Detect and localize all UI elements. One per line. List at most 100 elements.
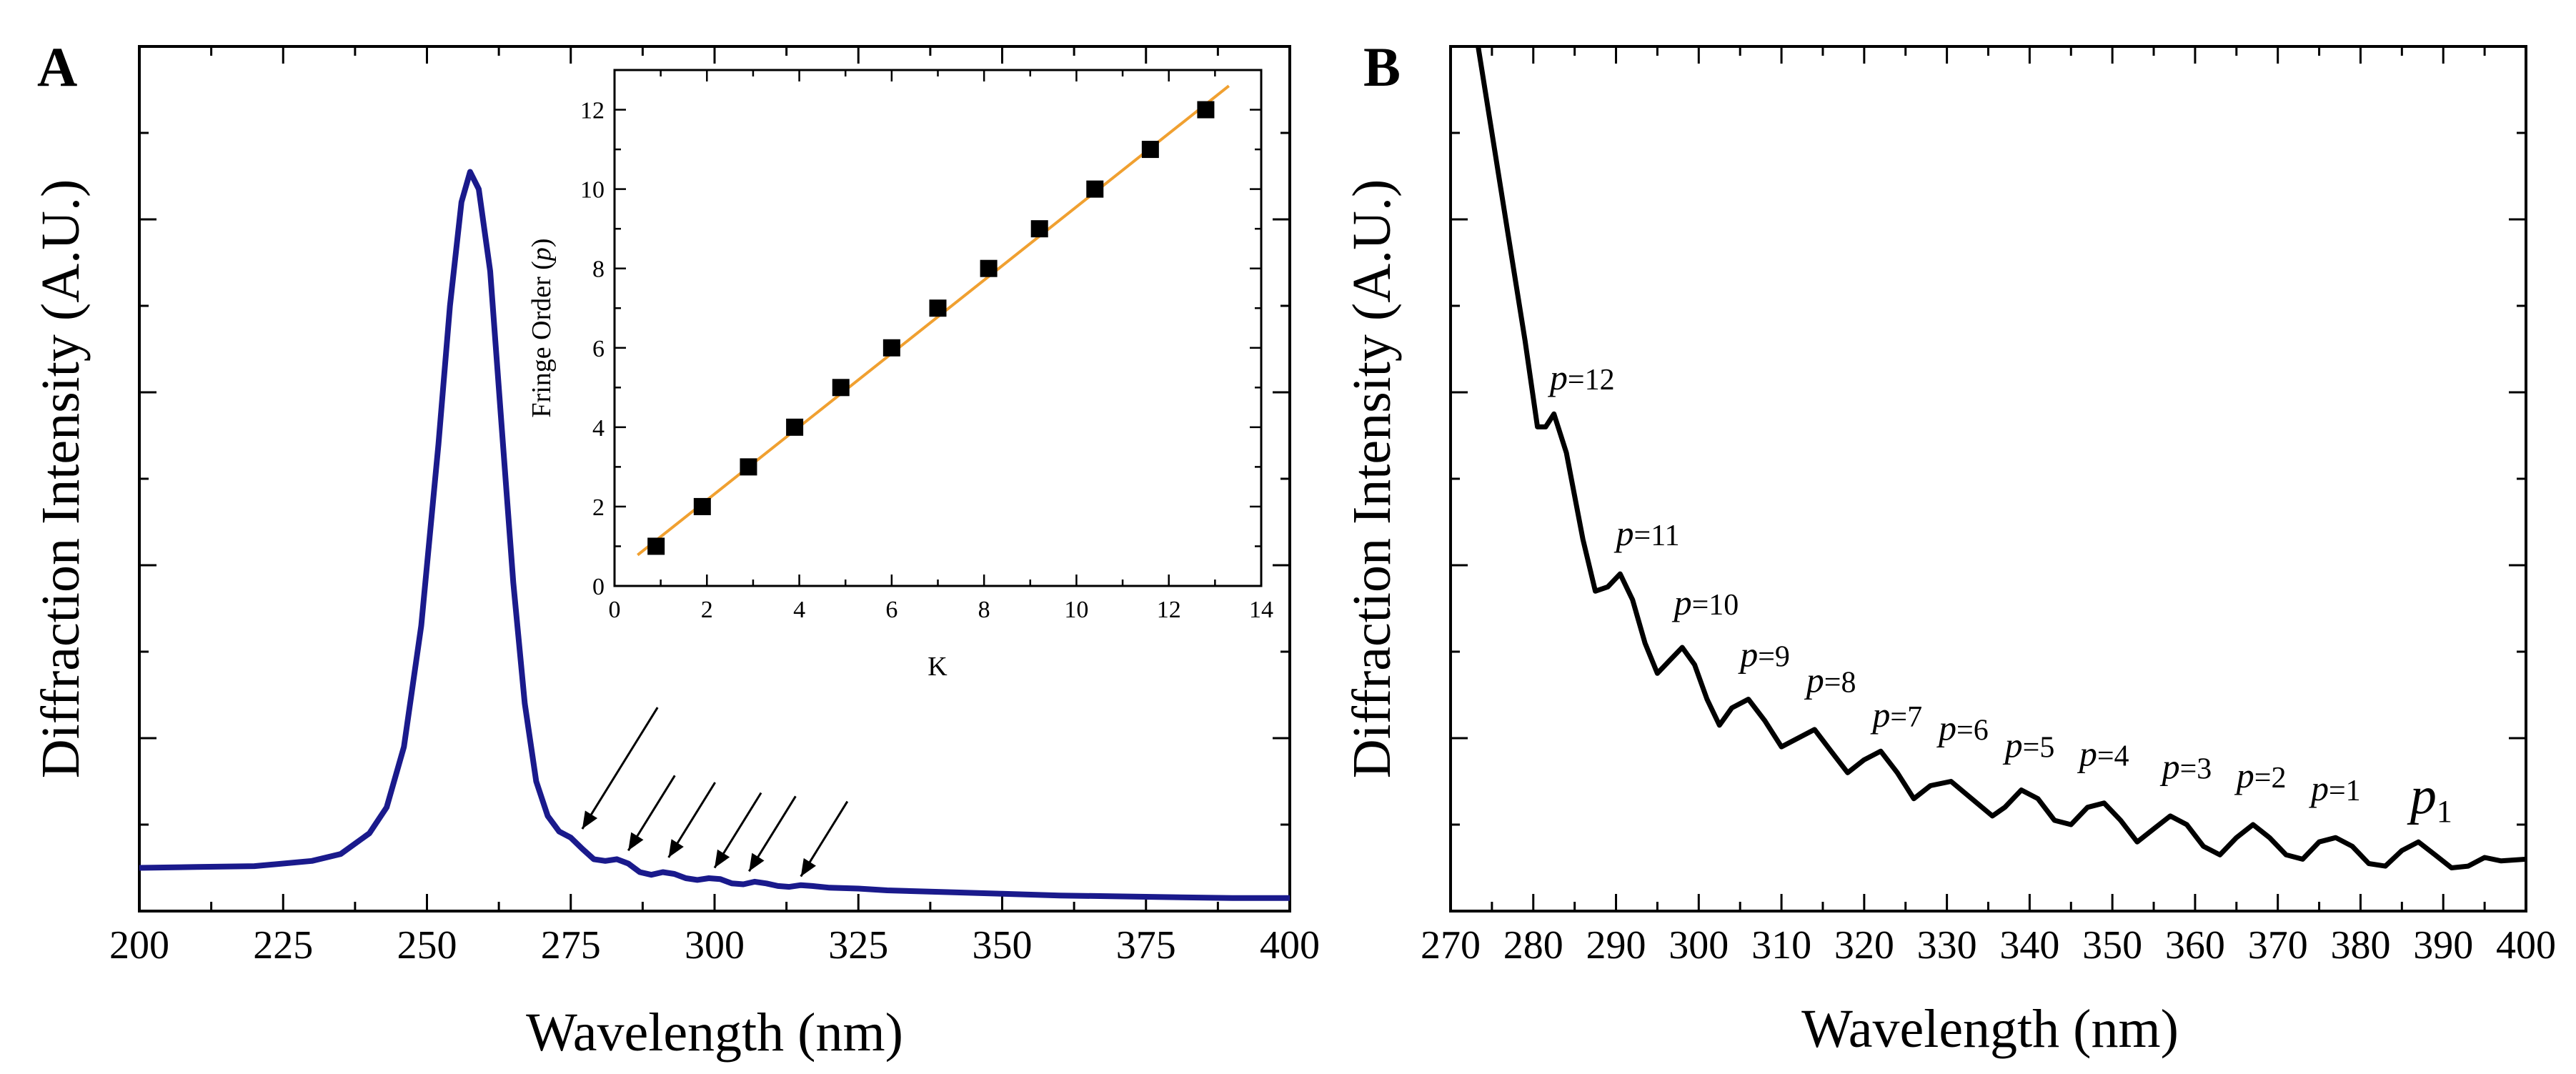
- panel-a-x-tick-label: 400: [1260, 923, 1320, 968]
- panel-a-x-tick-label: 275: [541, 923, 601, 968]
- inset-point: [693, 497, 711, 515]
- inset-point: [929, 299, 947, 317]
- panel-b-fringe-label-order: =7: [1890, 701, 1922, 734]
- panel-b-fringe-label-order: 1: [2437, 794, 2452, 829]
- inset-point: [1141, 141, 1159, 159]
- panel-b-x-tick-label: 380: [2330, 923, 2390, 968]
- panel-b-fringe-label: p=2: [2234, 755, 2287, 795]
- inset-point: [647, 537, 665, 555]
- panel-a-arrowhead: [628, 832, 644, 851]
- panel-b-x-ticks: 270 280 290 300 310 320 330 340 350 360 370 380 390 4…: [1421, 46, 2556, 968]
- panel-b-fringe-label-p: p: [1548, 357, 1568, 397]
- panel-b-fringe-label-p: p: [1804, 660, 1824, 700]
- panel-b-x-tick-label: 330: [1917, 923, 1977, 968]
- panel-b-fringe-label: p=6: [1936, 707, 1989, 747]
- inset-x-axis-title: K: [928, 652, 948, 682]
- panel-a-x-axis-title: Wavelength (nm): [526, 1003, 903, 1063]
- inset-point: [740, 458, 757, 476]
- panel-b-y-axis-title: Diffraction Intensity (A.U.): [1342, 179, 1402, 779]
- panel-b-fringe-label-order: =9: [1758, 640, 1790, 673]
- inset-y-tick-label: 6: [592, 336, 605, 362]
- inset-y-ticks: 0 2 4 6 8 10 12: [580, 69, 1261, 600]
- inset-y-axis-title-c: ): [527, 238, 557, 247]
- panel-b-fringe-label-p: p: [2309, 768, 2329, 808]
- inset-chart: 0 2 4 6 8 10 12 0 2 4 6 8 10 12 14 K Fringe Order (p): [527, 69, 1273, 682]
- panel-b-x-tick-label: 360: [2165, 923, 2225, 968]
- panel-a-x-tick-label: 225: [253, 923, 313, 968]
- inset-point: [786, 418, 804, 436]
- inset-x-tick-label: 8: [978, 597, 990, 623]
- panel-b-x-tick-label: 400: [2496, 923, 2556, 968]
- inset-y-tick-label: 0: [592, 574, 605, 600]
- panel-b-fringe-label-p: p: [1870, 695, 1890, 735]
- panel-b-fringe-label-order: =6: [1956, 714, 1989, 747]
- inset-x-ticks: 0 2 4 6 8 10 12 14: [609, 70, 1273, 623]
- panel-b-fringe-label: p=12: [1548, 357, 1615, 397]
- panel-a-series-line: [139, 169, 1290, 901]
- panel-b-x-tick-label: 300: [1669, 923, 1729, 968]
- panel-b-label: B: [1363, 36, 1401, 98]
- panel-b-fringe-label-p: p: [2407, 767, 2437, 825]
- panel-b-plot-frame: [1449, 45, 2527, 913]
- panel-b-fringe-label-p: p: [2003, 725, 2023, 765]
- panel-b: B 270 280 290 300 310 320 330 340 350 360 370 380 39…: [1342, 36, 2556, 1059]
- panel-b-fringe-label: p=1: [2309, 768, 2361, 808]
- panel-b-fringe-label: p=9: [1738, 634, 1790, 674]
- panel-b-fringe-label-p: p: [1672, 582, 1692, 622]
- panel-b-fringe-label: p=3: [2160, 747, 2212, 787]
- panel-a-arrowhead: [715, 849, 730, 868]
- panel-b-fringe-label-p: p: [2234, 755, 2254, 795]
- panel-a-x-tick-label: 200: [109, 923, 169, 968]
- inset-point: [1197, 101, 1215, 119]
- panel-a-x-tick-label: 300: [685, 923, 745, 968]
- inset-x-tick-label: 14: [1249, 597, 1273, 623]
- panel-a-y-axis-title: Diffraction Intensity (A.U.): [31, 179, 91, 779]
- panel-a-arrowhead: [749, 852, 765, 872]
- inset-point: [980, 259, 998, 277]
- panel-a-arrows: [581, 707, 849, 877]
- inset-y-tick-label: 12: [580, 98, 605, 124]
- panel-b-fringe-label: p=7: [1870, 695, 1922, 735]
- panel-b-x-tick-label: 310: [1751, 923, 1811, 968]
- panel-b-fringe-label-order: =2: [2254, 762, 2287, 795]
- panel-a-x-ticks: 200 225 250 275 300 325 350 375 400: [109, 46, 1320, 968]
- panel-a-arrowhead: [668, 839, 684, 857]
- panel-b-fringe-label: p=4: [2077, 734, 2129, 774]
- panel-b-fringe-label-p: p: [2077, 734, 2097, 774]
- inset-point: [1086, 180, 1104, 198]
- inset-y-axis-title-a: Fringe Order (: [527, 261, 557, 417]
- panel-b-fringe-label-p: p: [1738, 634, 1758, 674]
- inset-x-tick-label: 2: [701, 597, 713, 623]
- panel-b-y-ticks: [1451, 45, 2526, 913]
- panel-b-fringe-label-order: =4: [2097, 740, 2129, 773]
- inset-y-tick-label: 10: [580, 177, 605, 204]
- panel-b-x-tick-label: 320: [1834, 923, 1894, 968]
- panel-b-x-tick-label: 270: [1421, 923, 1481, 968]
- panel-a-x-tick-label: 325: [828, 923, 888, 968]
- panel-a-arrow: [581, 707, 659, 830]
- panel-b-fringe-label-p: p: [1936, 707, 1956, 747]
- panel-b-fringe-label-order: =3: [2180, 753, 2212, 786]
- panel-a-x-tick-label: 350: [973, 923, 1033, 968]
- inset-point: [1030, 220, 1048, 238]
- inset-point: [832, 379, 850, 397]
- panel-a-arrowhead: [800, 857, 816, 877]
- panel-a-x-tick-label: 250: [397, 923, 457, 968]
- panel-b-fringe-label-order: =11: [1634, 519, 1680, 552]
- panel-a-label: A: [37, 36, 77, 98]
- inset-points: [647, 101, 1215, 555]
- panel-b-fringe-label-order: =10: [1692, 589, 1739, 622]
- panel-b-fringe-label: p1: [2407, 767, 2452, 829]
- inset-y-tick-label: 8: [592, 257, 605, 283]
- inset-x-tick-label: 0: [609, 597, 621, 623]
- panel-b-x-tick-label: 290: [1586, 923, 1646, 968]
- panel-b-fringe-label-order: =12: [1568, 364, 1615, 397]
- panel-b-fringe-label: p=11: [1614, 513, 1680, 553]
- inset-fit-line: [637, 84, 1230, 557]
- panel-b-fringe-label: p=5: [2003, 725, 2055, 765]
- inset-plot-frame: [613, 69, 1263, 587]
- panel-b-annotations: p=12p=11p=10p=9p=8p=7 p=6 p=5 p=4 p=3 p=2 p=1 p…: [1548, 357, 2452, 829]
- panel-b-fringe-label: p=10: [1672, 582, 1739, 622]
- panel-b-x-tick-label: 370: [2248, 923, 2308, 968]
